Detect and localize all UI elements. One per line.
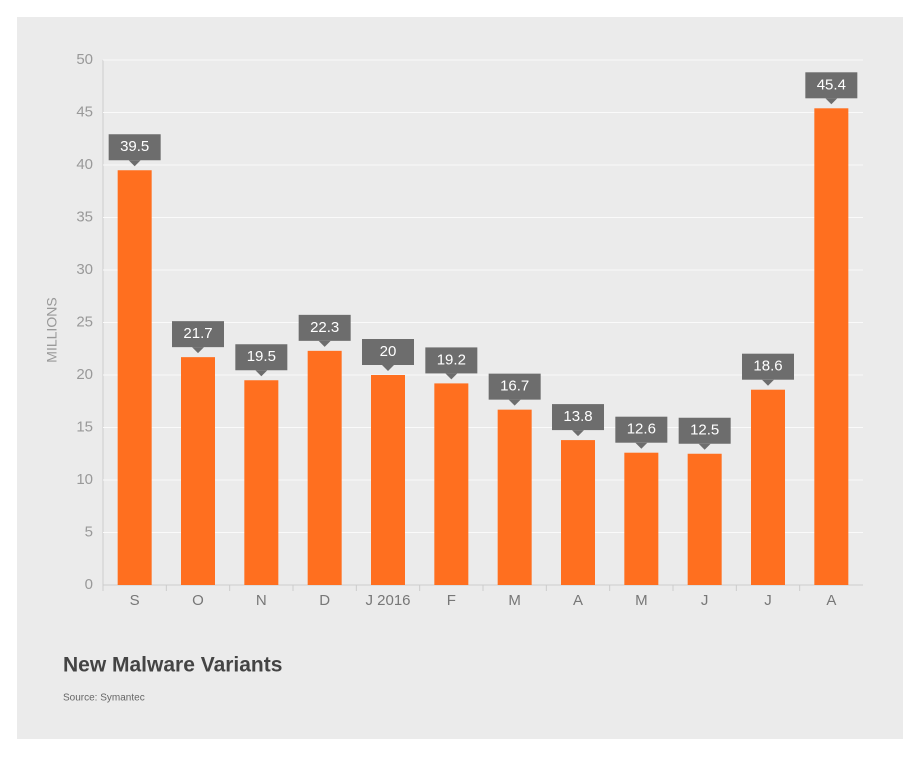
y-tick-label: 45	[76, 103, 93, 120]
x-tick-label: A	[826, 592, 836, 609]
value-label-box	[488, 373, 541, 400]
value-label-box	[108, 134, 161, 161]
x-tick-label: N	[256, 592, 267, 609]
source: Source: Symantec	[63, 693, 145, 704]
value-label-box	[742, 353, 794, 380]
value-label-box	[235, 344, 288, 371]
x-tick-label: O	[192, 592, 204, 609]
value-label-box	[362, 339, 414, 365]
y-tick-label: 5	[85, 523, 93, 540]
y-tick-label: 25	[76, 313, 93, 330]
bar	[751, 389, 785, 585]
value-label-box	[552, 404, 604, 431]
y-tick-label: 10	[76, 471, 93, 488]
value-label-pointer	[192, 347, 204, 354]
bar	[307, 350, 342, 585]
value-label-pointer	[508, 399, 521, 406]
value-label-box	[425, 347, 478, 374]
x-tick-label: A	[573, 592, 583, 609]
value-label: 20	[380, 343, 397, 360]
y-tick-label: 30	[76, 261, 93, 278]
bar	[497, 409, 532, 585]
x-tick-label: J	[764, 592, 772, 609]
value-label: 39.5	[120, 138, 149, 155]
x-tick-label: S	[130, 592, 140, 609]
x-tick-label: F	[447, 592, 456, 609]
value-label-pointer	[635, 442, 648, 449]
value-label-box	[298, 314, 351, 341]
value-label-box	[805, 72, 858, 99]
value-label-pointer	[762, 379, 774, 386]
value-label-pointer	[128, 160, 141, 167]
value-label-pointer	[318, 340, 331, 347]
x-tick-label: J 2016	[365, 592, 410, 609]
y-tick-label: 15	[76, 418, 93, 435]
value-label: 12.5	[690, 422, 719, 439]
value-label: 21.7	[183, 325, 212, 342]
bar	[624, 452, 659, 585]
value-label: 22.3	[310, 319, 339, 336]
value-label-pointer	[255, 370, 268, 377]
bar	[434, 383, 469, 585]
bar	[561, 440, 595, 585]
value-label: 19.2	[437, 351, 466, 368]
y-tick-label: 20	[76, 366, 93, 383]
bar	[244, 380, 279, 585]
value-label: 19.5	[247, 348, 276, 365]
y-axis-label: MILLIONS	[44, 297, 60, 362]
value-label-box	[172, 321, 224, 348]
value-label: 45.4	[817, 76, 846, 93]
x-tick-label: M	[635, 592, 648, 609]
x-tick-label: D	[319, 592, 330, 609]
value-label-pointer	[825, 98, 838, 105]
value-label: 13.8	[563, 408, 592, 425]
value-label-box	[678, 417, 731, 444]
x-tick-label: J	[701, 592, 709, 609]
value-label-box	[615, 416, 668, 443]
value-label-pointer	[698, 443, 711, 450]
bar	[117, 170, 152, 585]
value-label: 16.7	[500, 378, 529, 395]
value-label-pointer	[445, 373, 458, 380]
chart-title: New Malware Variants	[63, 654, 282, 677]
bar	[371, 375, 405, 585]
y-tick-label: 50	[76, 51, 93, 68]
bar	[687, 453, 722, 585]
x-tick-label: M	[508, 592, 521, 609]
value-label-pointer	[382, 365, 394, 371]
value-label: 18.6	[753, 358, 782, 375]
value-label-pointer	[572, 430, 584, 437]
bar	[181, 357, 215, 585]
y-tick-label: 35	[76, 208, 93, 225]
y-tick-label: 0	[85, 576, 93, 593]
bar	[814, 108, 849, 586]
value-label: 12.6	[627, 421, 656, 438]
y-tick-label: 40	[76, 156, 93, 173]
